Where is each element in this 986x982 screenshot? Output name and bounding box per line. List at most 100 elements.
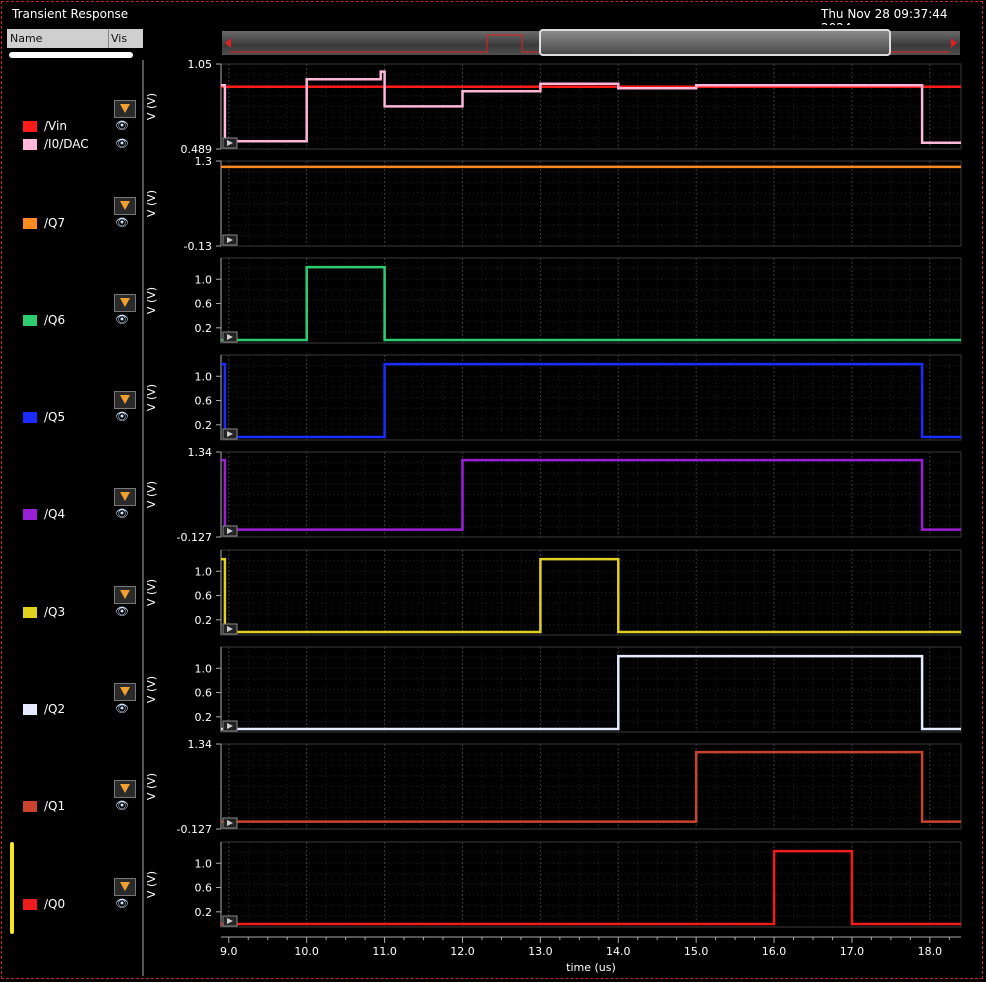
eye-icon[interactable]: 👁 [115, 216, 129, 229]
name-column-header[interactable]: Name [10, 32, 43, 45]
y-tick-label: 1.0 [195, 565, 213, 578]
signal-name[interactable]: /Q1 [44, 799, 66, 813]
eye-icon[interactable]: 👁 [115, 605, 129, 618]
y-tick-label: 0.2 [195, 419, 213, 432]
signal-group: /Q0 👁 [7, 842, 143, 922]
signal-name[interactable]: /I0/DAC [44, 137, 89, 151]
signal-color-swatch[interactable] [23, 218, 37, 229]
play-marker-glyph [227, 626, 233, 632]
series-line [221, 458, 961, 531]
y-tick-label: 0.489 [181, 143, 213, 156]
signal-color-swatch[interactable] [23, 509, 37, 520]
y-axis-label: V (V) [145, 287, 158, 314]
eye-icon[interactable]: 👁 [115, 410, 129, 423]
strip-panel [220, 841, 962, 928]
y-tick-label: 0.6 [195, 395, 213, 408]
y-tick-label: 0.6 [195, 298, 213, 311]
signal-group: /Q1 👁 [7, 744, 143, 824]
play-marker-glyph [227, 431, 233, 437]
y-tick-label: 1.0 [195, 273, 213, 286]
play-marker-glyph [227, 140, 233, 146]
series-line [221, 849, 961, 926]
filter-icon[interactable] [114, 488, 136, 506]
signal-name[interactable]: /Q7 [44, 216, 66, 230]
scrollbar-thumb[interactable] [539, 29, 891, 56]
y-tick-label: 0.6 [195, 590, 213, 603]
strip-panel [220, 451, 962, 538]
y-tick-label: 1.34 [188, 446, 213, 459]
y-tick-label: 1.3 [195, 155, 213, 168]
signal-name[interactable]: /Q6 [44, 313, 66, 327]
play-marker-glyph [227, 528, 233, 534]
signal-color-swatch[interactable] [23, 607, 37, 618]
y-axis-label: V (V) [145, 676, 158, 703]
signal-group: /Vin 👁 /I0/DAC 👁 [7, 64, 143, 151]
sidebar-scrollbar[interactable] [9, 52, 133, 58]
eye-icon[interactable]: 👁 [115, 799, 129, 812]
y-tick-label: 0.2 [195, 906, 213, 919]
y-tick-label: 0.2 [195, 711, 213, 724]
play-marker-glyph [227, 334, 233, 340]
x-tick-label: 12.0 [450, 945, 475, 958]
vis-column-header[interactable]: Vis [111, 32, 128, 45]
signal-group: /Q2 👁 [7, 647, 143, 727]
eye-icon[interactable]: 👁 [115, 507, 129, 520]
signal-group: /Q6 👁 [7, 258, 143, 338]
filter-icon[interactable] [114, 586, 136, 604]
filter-icon[interactable] [114, 197, 136, 215]
signal-name[interactable]: /Q3 [44, 605, 66, 619]
y-axis-label: V (V) [145, 773, 158, 800]
y-tick-label: 1.0 [195, 370, 213, 383]
signal-color-swatch[interactable] [23, 315, 37, 326]
y-tick-label: 0.6 [195, 687, 213, 700]
x-tick-label: 10.0 [294, 945, 319, 958]
eye-icon[interactable]: 👁 [115, 313, 129, 326]
scroll-left-icon[interactable] [225, 38, 231, 48]
signal-color-swatch[interactable] [23, 121, 37, 132]
time-scrollbar[interactable] [222, 29, 960, 56]
filter-icon[interactable] [114, 878, 136, 896]
filter-icon[interactable] [114, 391, 136, 409]
y-axis-label: V (V) [145, 190, 158, 217]
y-axis-label: V (V) [145, 579, 158, 606]
signal-name[interactable]: /Q5 [44, 410, 66, 424]
filter-icon[interactable] [114, 100, 136, 118]
x-tick-label: 15.0 [684, 945, 709, 958]
signal-color-swatch[interactable] [23, 704, 37, 715]
eye-icon[interactable]: 👁 [115, 119, 129, 132]
signal-color-swatch[interactable] [23, 139, 37, 150]
signal-color-swatch[interactable] [23, 801, 37, 812]
filter-icon[interactable] [114, 780, 136, 798]
x-tick-label: 18.0 [918, 945, 943, 958]
window-title: Transient Response [12, 7, 129, 21]
eye-icon[interactable]: 👁 [115, 702, 129, 715]
x-axis-label: time (us) [566, 961, 616, 974]
play-marker-glyph [227, 820, 233, 826]
x-tick-label: 14.0 [606, 945, 631, 958]
signal-name[interactable]: /Vin [44, 119, 67, 133]
series-line [221, 70, 961, 145]
signal-name[interactable]: /Q2 [44, 702, 66, 716]
x-tick-label: 9.0 [220, 945, 238, 958]
y-axis-label: V (V) [145, 871, 158, 898]
eye-icon[interactable]: 👁 [115, 137, 129, 150]
filter-icon[interactable] [114, 294, 136, 312]
eye-icon[interactable]: 👁 [115, 897, 129, 910]
filter-icon[interactable] [114, 683, 136, 701]
column-header: Name Vis [7, 29, 143, 48]
signal-group: /Q3 👁 [7, 550, 143, 630]
signal-color-swatch[interactable] [23, 899, 37, 910]
scroll-right-icon[interactable] [951, 38, 957, 48]
signal-group: /Q5 👁 [7, 355, 143, 435]
x-tick-label: 16.0 [762, 945, 787, 958]
sidebar-divider[interactable] [142, 60, 144, 976]
signal-name[interactable]: /Q0 [44, 897, 66, 911]
y-tick-label: 1.05 [188, 58, 213, 71]
play-marker-glyph [227, 918, 233, 924]
signal-name[interactable]: /Q4 [44, 507, 66, 521]
series-line [221, 557, 961, 634]
signal-group: /Q7 👁 [7, 161, 143, 241]
column-divider[interactable] [108, 29, 109, 48]
signal-color-swatch[interactable] [23, 412, 37, 423]
